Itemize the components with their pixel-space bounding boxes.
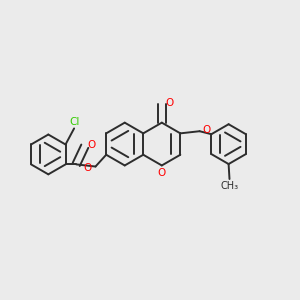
Text: O: O (165, 98, 174, 108)
Text: O: O (84, 163, 92, 173)
Text: O: O (202, 125, 210, 135)
Text: O: O (88, 140, 96, 150)
Text: O: O (158, 168, 166, 178)
Text: Cl: Cl (69, 117, 79, 127)
Text: CH₃: CH₃ (220, 181, 238, 190)
